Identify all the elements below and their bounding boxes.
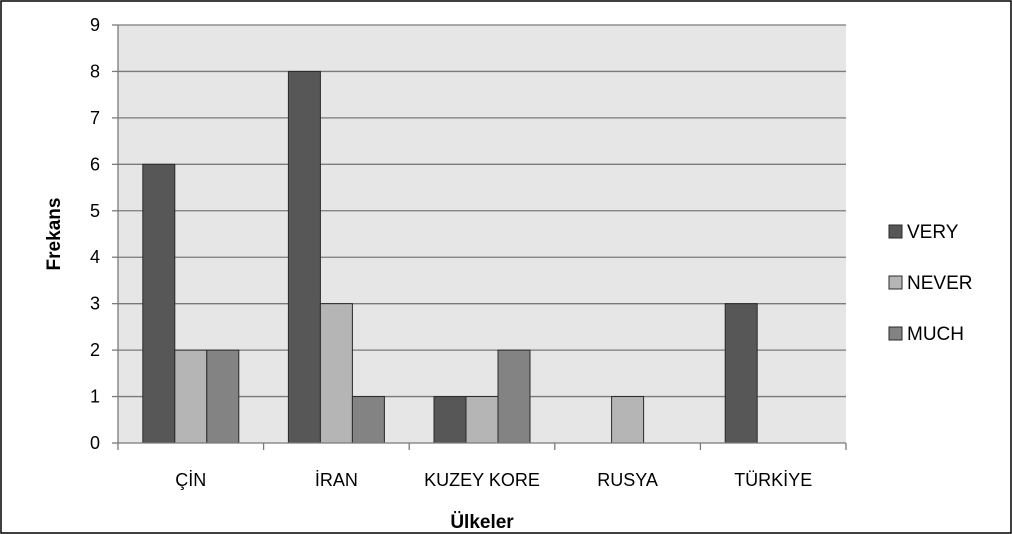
bar-never-0 xyxy=(174,349,208,444)
x-axis-title: Ülkeler xyxy=(450,512,514,533)
bar-never-2 xyxy=(465,396,499,444)
y-tick-label: 1 xyxy=(90,387,100,407)
y-tick-label: 8 xyxy=(90,61,100,81)
y-tick-label: 9 xyxy=(90,15,100,35)
bar-very-1 xyxy=(287,70,321,444)
x-tick-label: RUSYA xyxy=(597,470,658,490)
bars xyxy=(142,70,758,444)
bar-very-2 xyxy=(433,396,467,444)
legend-label: MUCH xyxy=(907,324,964,345)
y-tick-labels: 0 1 2 3 4 5 6 7 8 9 xyxy=(90,15,100,453)
bar-much-0 xyxy=(206,349,240,444)
legend-swatch xyxy=(888,224,903,239)
bar-never-1 xyxy=(319,303,353,444)
y-tick-label: 5 xyxy=(90,201,100,221)
bar-much-2 xyxy=(497,349,531,444)
plot-area xyxy=(118,25,846,443)
bar-never-3 xyxy=(611,396,645,444)
y-tick-label: 4 xyxy=(90,247,100,267)
y-tick-label: 6 xyxy=(90,154,100,174)
bar-very-0 xyxy=(142,163,176,444)
legend-label: VERY xyxy=(907,222,959,243)
gridlines xyxy=(118,24,846,398)
y-axis-title: Frekans xyxy=(44,198,65,271)
x-tick-label: KUZEY KORE xyxy=(424,470,540,490)
legend-label: NEVER xyxy=(907,273,972,294)
x-tick-label: TÜRKİYE xyxy=(734,470,812,490)
axes xyxy=(112,24,847,450)
y-tick-label: 2 xyxy=(90,340,100,360)
legend-swatch xyxy=(888,326,903,341)
legend-swatch xyxy=(888,275,903,290)
y-tick-label: 7 xyxy=(90,108,100,128)
x-tick-label: ÇİN xyxy=(175,470,206,490)
x-tick-label: İRAN xyxy=(315,470,358,490)
y-tick-label: 0 xyxy=(90,433,100,453)
x-tick-labels: ÇİN İRAN KUZEY KORE RUSYA TÜRKİYE xyxy=(175,470,812,490)
bar-very-4 xyxy=(724,303,758,444)
bar-much-1 xyxy=(351,396,385,444)
y-tick-label: 3 xyxy=(90,294,100,314)
legend: VERY NEVER MUCH xyxy=(888,222,972,345)
